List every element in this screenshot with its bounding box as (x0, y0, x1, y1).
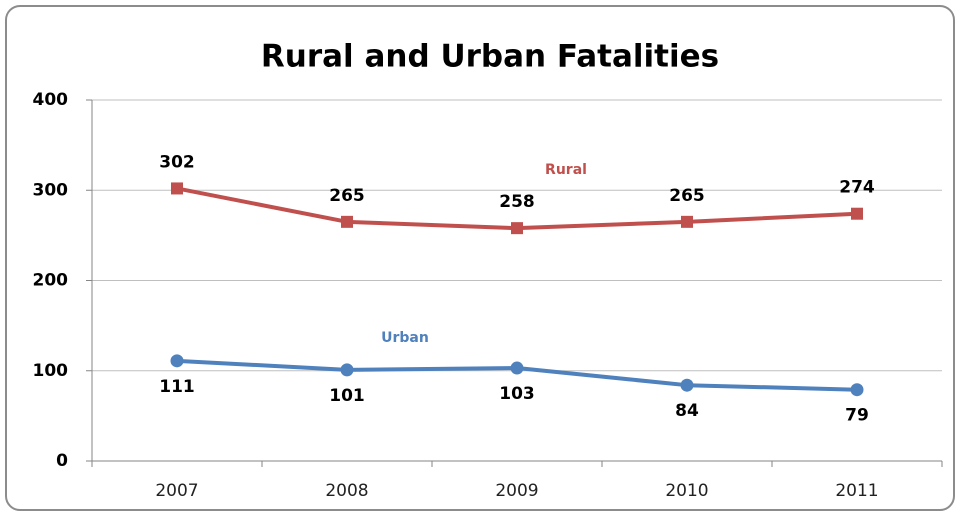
marker (511, 222, 523, 235)
marker (341, 215, 353, 228)
x-tick-label: 2007 (155, 481, 198, 501)
data-label: 111 (159, 377, 195, 397)
marker (680, 378, 694, 392)
data-label: 101 (329, 386, 365, 406)
marker (171, 182, 183, 195)
x-tick-label: 2010 (665, 481, 708, 501)
data-label: 265 (669, 186, 705, 206)
chart-title: Rural and Urban Fatalities (261, 39, 719, 75)
data-label: 274 (839, 178, 875, 198)
data-label: 84 (675, 401, 699, 421)
x-tick-label: 2011 (835, 481, 878, 501)
data-label: 79 (845, 406, 869, 426)
y-tick-label: 400 (33, 90, 69, 110)
marker (850, 383, 864, 397)
y-tick-label: 300 (33, 180, 69, 200)
data-label: 265 (329, 186, 365, 206)
y-tick-label: 200 (33, 271, 69, 291)
data-label: 258 (499, 192, 535, 212)
series-label: Rural (545, 162, 587, 178)
marker (681, 215, 693, 228)
series-label: Urban (381, 330, 429, 346)
chart-frame (5, 5, 955, 511)
data-label: 103 (499, 384, 535, 404)
marker (510, 361, 524, 375)
x-tick-label: 2008 (325, 481, 368, 501)
y-tick-label: 100 (33, 361, 69, 381)
marker (340, 363, 354, 377)
marker (851, 207, 863, 220)
data-label: 302 (159, 152, 195, 172)
x-tick-label: 2009 (495, 481, 538, 501)
y-tick-label: 0 (56, 451, 68, 471)
marker (170, 354, 184, 368)
